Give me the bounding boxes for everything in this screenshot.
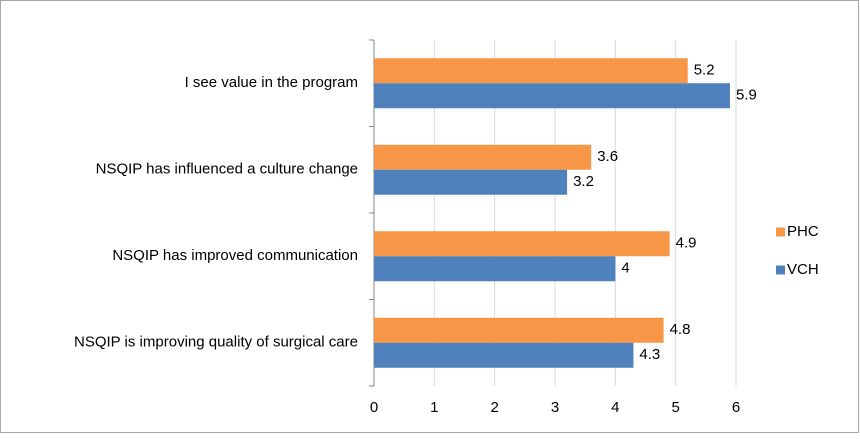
- x-tick-label: 2: [490, 399, 498, 416]
- data-label: 4.9: [676, 235, 697, 252]
- data-label: 4: [621, 260, 629, 277]
- legend-label: PHC: [787, 223, 819, 240]
- data-label: 5.9: [736, 87, 757, 104]
- legend-label: VCH: [787, 261, 819, 278]
- y-tick-label: NSQIP has influenced a culture change: [96, 161, 358, 178]
- x-tick-label: 5: [671, 399, 679, 416]
- bar: [374, 58, 688, 84]
- bar: [374, 342, 634, 368]
- bar: [374, 83, 730, 109]
- x-tick-label: 1: [430, 399, 438, 416]
- bar: [374, 231, 670, 257]
- legend-swatch: [776, 227, 785, 237]
- bar: [374, 169, 568, 195]
- data-label: 3.2: [573, 173, 594, 190]
- y-tick-label: NSQIP has improved communication: [112, 247, 358, 264]
- data-label: 5.2: [694, 62, 715, 79]
- bar: [374, 144, 592, 170]
- legend-swatch: [776, 265, 785, 275]
- x-tick-label: 0: [370, 399, 378, 416]
- x-tick-label: 6: [732, 399, 740, 416]
- y-tick-label: I see value in the program: [185, 74, 358, 91]
- x-tick-label: 4: [611, 399, 619, 416]
- data-label: 3.6: [597, 148, 618, 165]
- bar: [374, 317, 664, 343]
- data-label: 4.3: [639, 346, 660, 363]
- y-tick-label: NSQIP is improving quality of surgical c…: [74, 334, 358, 351]
- bar: [374, 256, 616, 282]
- x-tick-label: 3: [551, 399, 559, 416]
- data-label: 4.8: [670, 321, 691, 338]
